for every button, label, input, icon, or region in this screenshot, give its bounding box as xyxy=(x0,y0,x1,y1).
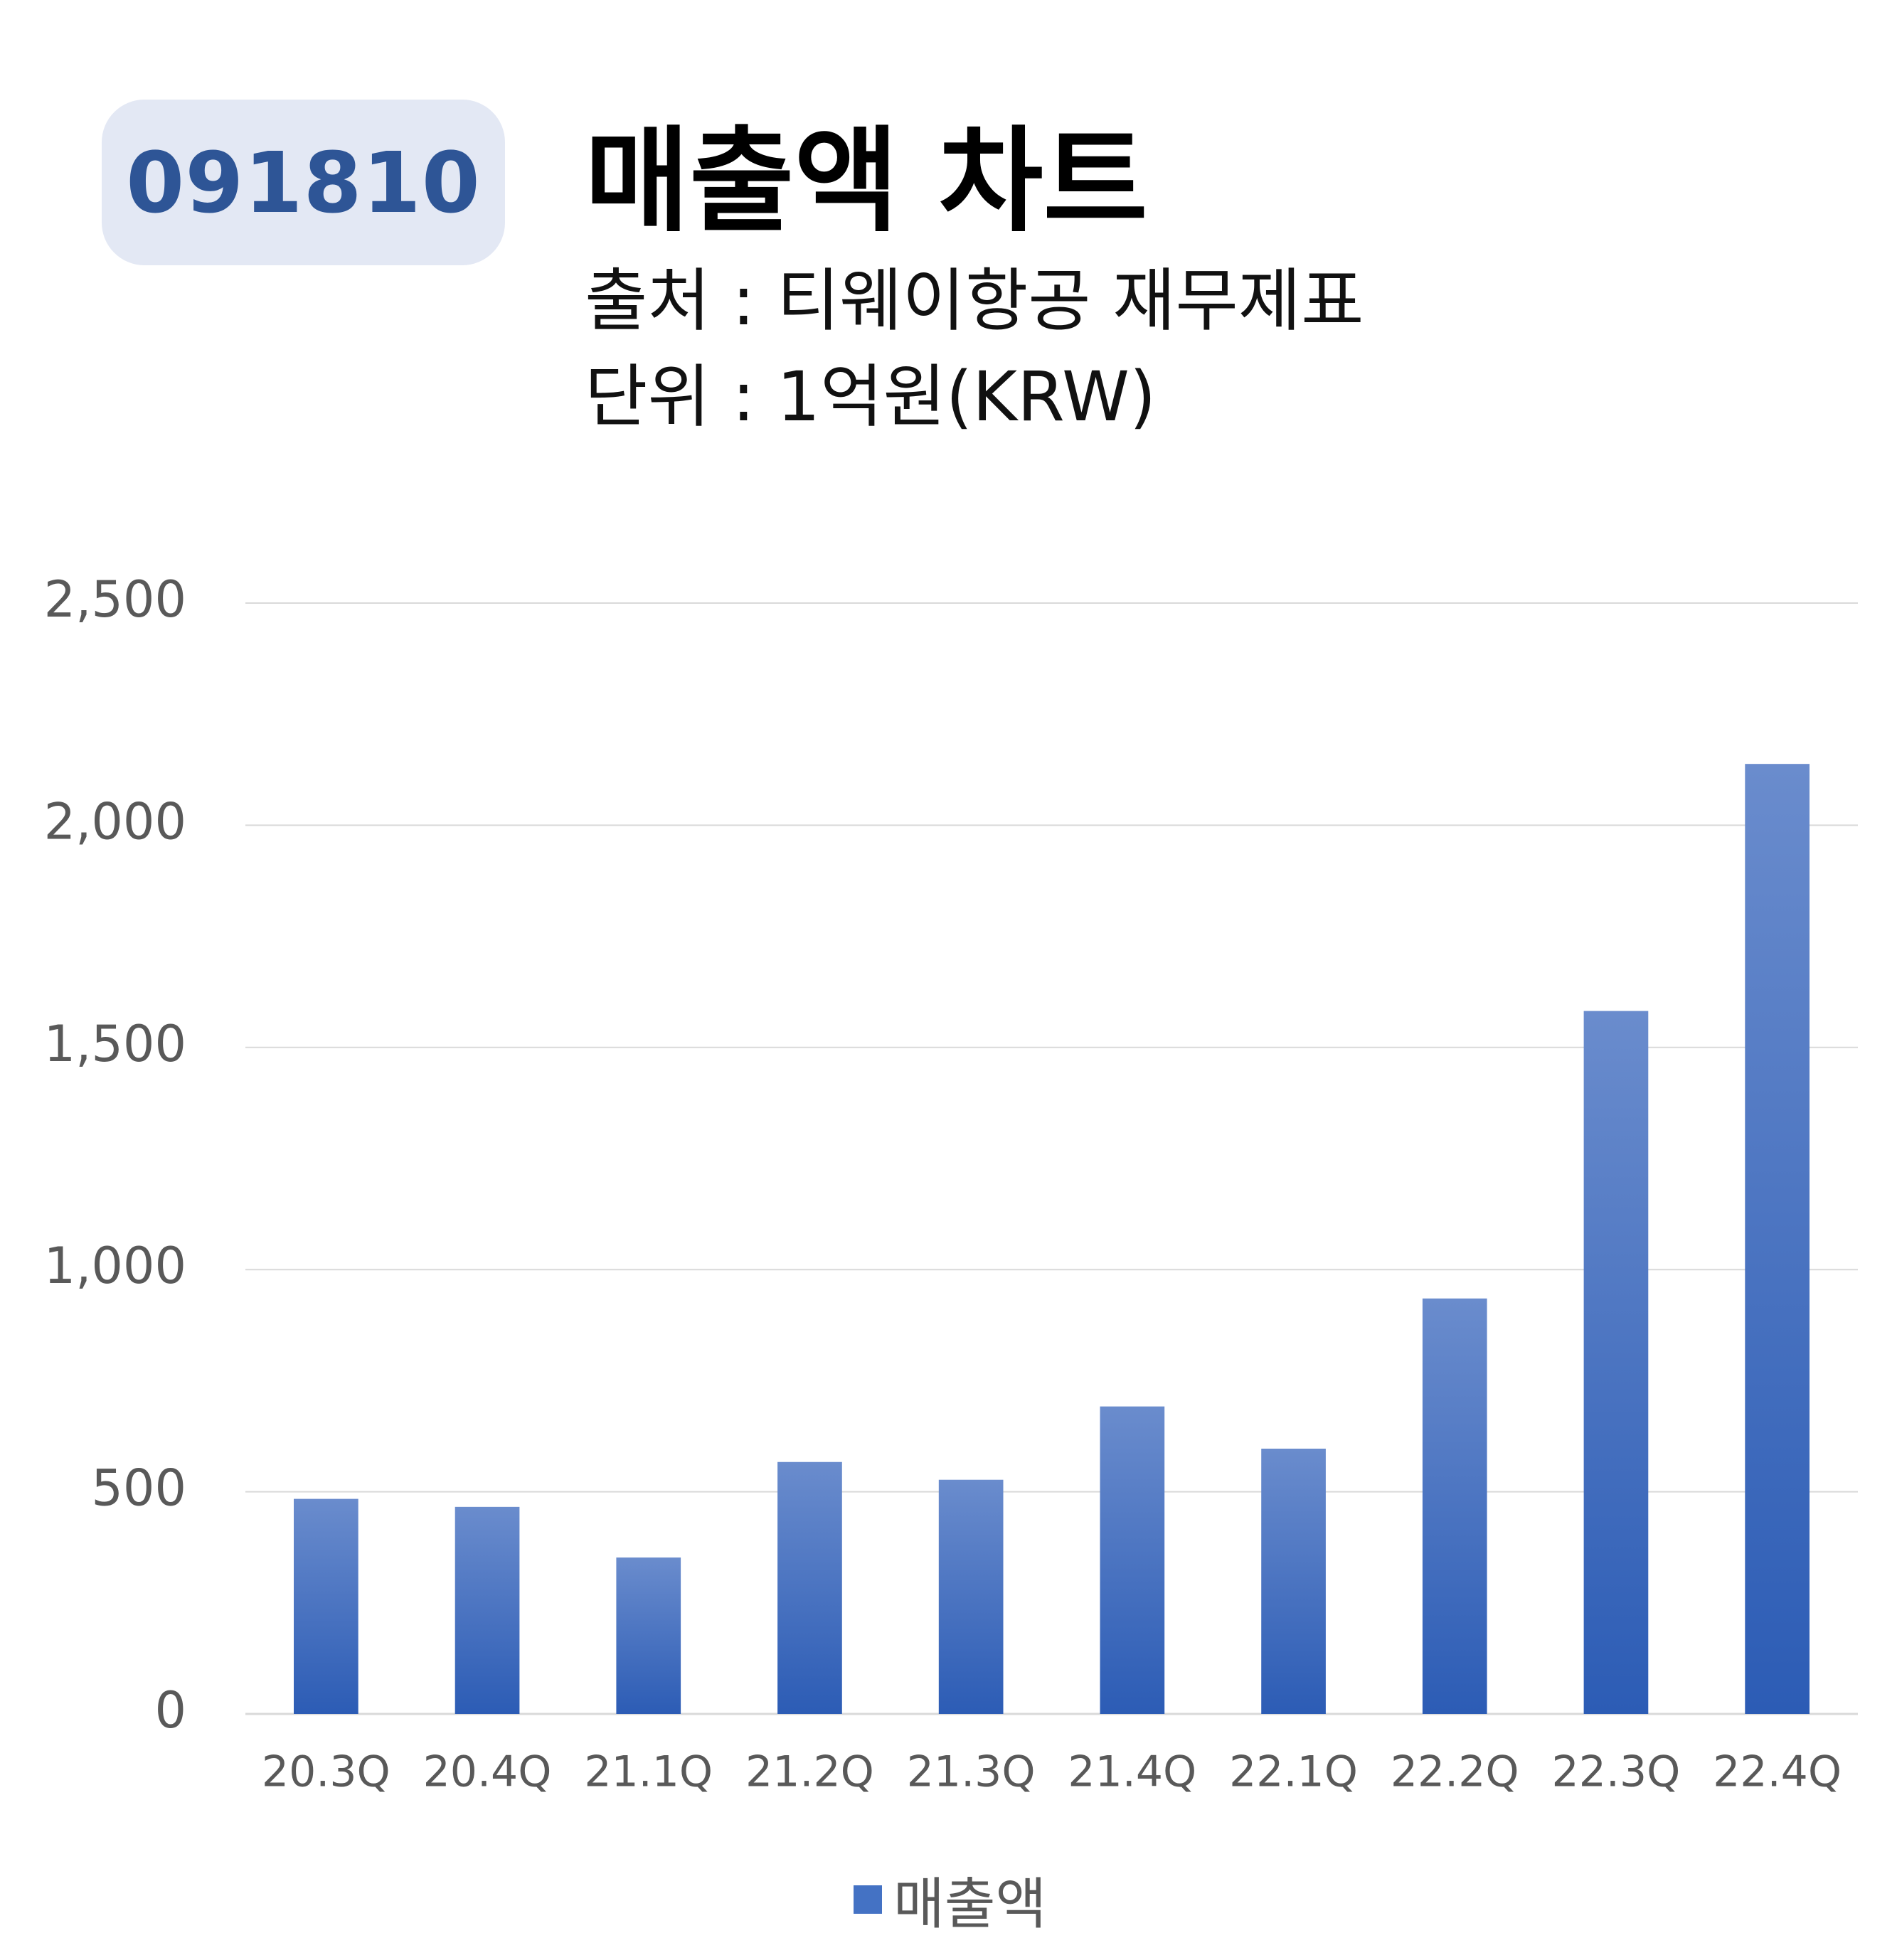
x-tick-label: 21.3Q xyxy=(907,1747,1036,1797)
x-tick-label: 21.2Q xyxy=(745,1747,874,1797)
bar xyxy=(1422,1298,1487,1714)
y-tick-label: 1,500 xyxy=(44,1015,186,1073)
bar xyxy=(1745,764,1810,1714)
bar xyxy=(294,1498,358,1714)
bar xyxy=(455,1506,520,1714)
bar xyxy=(938,1479,1004,1714)
legend: 매출액 xyxy=(854,1860,1046,1939)
source-text: 출처 : 티웨이항공 재무제표 xyxy=(585,261,1364,341)
bar xyxy=(1100,1406,1165,1714)
legend-swatch xyxy=(854,1885,882,1914)
x-tick-label: 22.3Q xyxy=(1552,1747,1681,1797)
y-tick-label: 500 xyxy=(91,1459,186,1518)
x-tick-label: 20.4Q xyxy=(423,1747,552,1797)
bar xyxy=(1261,1448,1326,1714)
x-tick-label: 22.1Q xyxy=(1229,1747,1358,1797)
x-tick-label: 20.3Q xyxy=(262,1747,390,1797)
stock-code: 091810 xyxy=(126,133,481,232)
y-tick-label: 2,500 xyxy=(44,570,186,629)
y-tick-label: 2,000 xyxy=(44,792,186,851)
unit-text: 단위 : 1억원(KRW) xyxy=(585,357,1157,437)
x-tick-label: 22.4Q xyxy=(1713,1747,1842,1797)
x-tick-label: 22.2Q xyxy=(1391,1747,1519,1797)
x-axis-labels: 20.3Q 20.4Q 21.1Q 21.2Q 21.3Q 21.4Q 22.1Q 22.2Q… xyxy=(262,1747,1842,1797)
x-tick-label: 21.4Q xyxy=(1068,1747,1196,1797)
y-axis-labels: 0 500 1,000 1,500 2,000 2,500 xyxy=(44,570,186,1740)
bars xyxy=(294,764,1810,1714)
y-tick-label: 1,000 xyxy=(44,1237,186,1295)
y-tick-label: 0 xyxy=(154,1681,186,1740)
x-tick-label: 21.1Q xyxy=(584,1747,713,1797)
bar xyxy=(1583,1011,1649,1714)
legend-label: 매출액 xyxy=(893,1873,1047,1937)
stock-code-badge: 091810 xyxy=(102,100,505,265)
chart-title: 매출액 차트 xyxy=(585,114,1148,247)
bar xyxy=(616,1557,681,1714)
bar xyxy=(777,1461,842,1714)
